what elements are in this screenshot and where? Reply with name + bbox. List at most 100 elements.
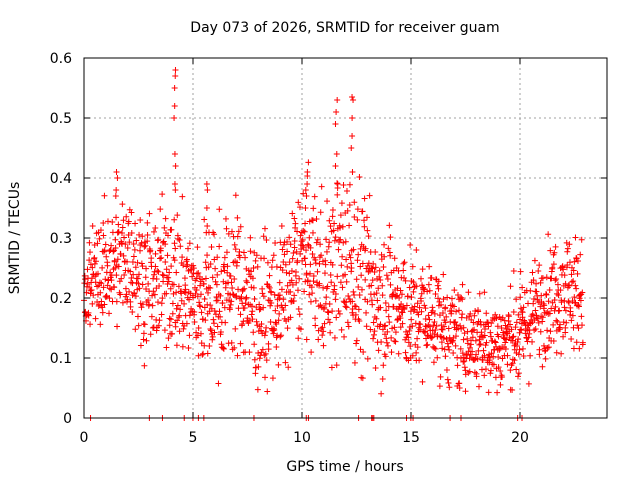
data-point: [124, 245, 131, 252]
data-point: [428, 274, 435, 281]
data-point: [349, 115, 356, 121]
data-point: [116, 278, 123, 285]
data-point: [262, 350, 269, 357]
data-point: [114, 256, 121, 263]
data-point: [167, 316, 174, 323]
data-point: [132, 293, 139, 300]
data-point: [275, 317, 282, 324]
data-point: [159, 191, 166, 198]
data-point: [190, 265, 197, 272]
data-point: [547, 328, 554, 335]
data-point: [303, 193, 310, 199]
data-point: [323, 294, 330, 301]
data-point: [392, 338, 399, 345]
data-point: [273, 321, 280, 328]
data-point: [335, 246, 342, 253]
data-point: [568, 317, 575, 324]
data-point: [279, 267, 286, 274]
data-point: [318, 183, 325, 190]
data-point: [459, 350, 466, 357]
data-point: [353, 337, 360, 344]
data-point: [119, 224, 126, 231]
data-point: [493, 343, 500, 350]
data-point: [274, 303, 281, 310]
data-point: [113, 214, 120, 221]
data-point: [406, 327, 413, 334]
data-point: [444, 294, 451, 301]
data-point: [379, 282, 386, 289]
data-point: [315, 336, 322, 343]
x-tick-labels: 0 5 10 15 20: [80, 430, 529, 446]
data-point: [372, 264, 379, 271]
data-point: [84, 280, 91, 287]
data-point: [464, 352, 471, 359]
data-point: [460, 336, 467, 343]
data-point: [169, 330, 176, 337]
data-point: [404, 331, 411, 338]
data-point: [575, 325, 582, 332]
data-point: [214, 254, 221, 261]
data-point: [554, 318, 561, 325]
data-point: [375, 347, 382, 354]
data-point: [571, 258, 578, 265]
data-point: [143, 337, 150, 344]
data-point: [305, 159, 312, 166]
data-point: [536, 346, 543, 353]
data-point: [314, 236, 321, 243]
data-point: [400, 305, 407, 312]
data-point: [202, 275, 209, 282]
data-point: [358, 374, 365, 381]
data-point: [151, 291, 158, 298]
data-point: [567, 308, 574, 315]
data-point: [439, 345, 446, 352]
data-point: [101, 192, 108, 199]
data-point: [303, 247, 310, 254]
data-point: [96, 279, 103, 286]
data-point: [312, 322, 319, 329]
data-point: [507, 283, 514, 290]
data-point: [319, 324, 326, 331]
data-point: [220, 345, 227, 352]
data-point: [194, 244, 201, 251]
data-point: [515, 311, 522, 318]
data-point: [209, 336, 216, 343]
data-point: [424, 332, 431, 339]
data-point: [186, 312, 193, 319]
data-point: [539, 275, 546, 282]
data-point: [377, 321, 384, 328]
data-point: [462, 371, 469, 378]
data-point: [388, 334, 395, 341]
data-point: [145, 280, 152, 287]
data-point: [488, 350, 495, 357]
data-point: [216, 206, 223, 213]
data-point: [350, 288, 357, 295]
data-point: [419, 378, 426, 385]
data-point: [307, 270, 314, 277]
data-point: [383, 272, 390, 279]
data-point: [519, 284, 526, 291]
data-point: [243, 294, 250, 301]
data-point: [548, 275, 555, 282]
data-point: [178, 290, 185, 297]
data-point: [343, 256, 350, 263]
data-point: [566, 282, 573, 289]
data-point: [101, 301, 108, 308]
data-point: [132, 326, 139, 333]
data-point: [344, 319, 351, 326]
data-point: [471, 326, 478, 333]
data-point: [332, 234, 339, 241]
data-point: [334, 191, 341, 198]
data-point: [413, 283, 420, 290]
data-point: [391, 324, 398, 331]
data-point: [492, 374, 499, 381]
data-point: [303, 336, 310, 343]
data-point: [334, 97, 341, 103]
data-point: [99, 264, 106, 271]
data-point: [541, 302, 548, 309]
data-point: [552, 243, 559, 250]
data-point: [577, 251, 584, 258]
data-point: [122, 241, 129, 248]
data-point: [217, 292, 224, 299]
data-point: [435, 278, 442, 285]
data-point: [399, 320, 406, 327]
